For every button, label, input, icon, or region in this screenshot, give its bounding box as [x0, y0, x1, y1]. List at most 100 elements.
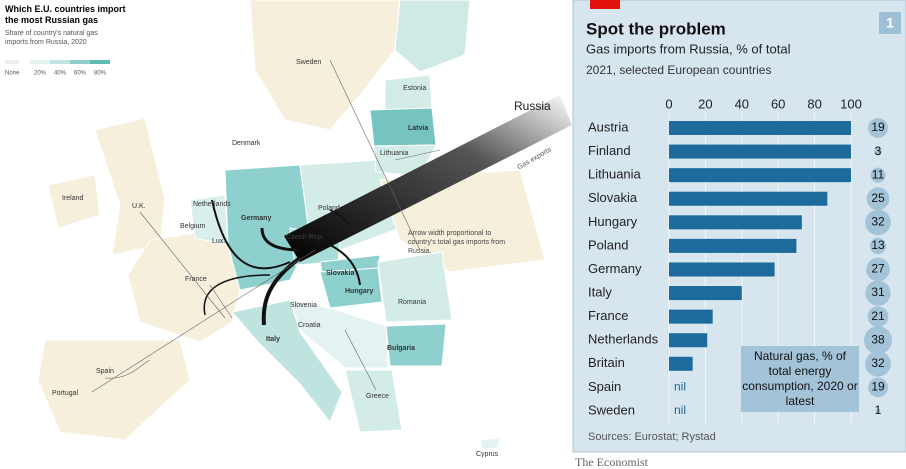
country-label: Italy — [266, 336, 280, 343]
leader-line — [209, 284, 233, 319]
country-label: Latvia — [408, 125, 428, 132]
bar — [669, 262, 775, 277]
country-label: Czech Rep. — [286, 234, 324, 241]
bubble — [867, 306, 889, 328]
bar — [669, 144, 851, 159]
chart-title: Spot the problem — [586, 19, 726, 38]
bubble — [866, 257, 890, 282]
hungary-region — [319, 267, 383, 309]
bubble — [868, 377, 888, 398]
bubble-label: 31 — [871, 285, 885, 299]
category-label: Italy — [588, 284, 612, 299]
x-tick-label: 0 — [665, 96, 672, 111]
country-label: Hungary — [345, 288, 374, 295]
country-label: Estonia — [403, 85, 426, 92]
legend-step — [90, 60, 110, 64]
gas-arrow — [284, 95, 572, 262]
bar — [669, 356, 693, 371]
bar — [669, 309, 713, 324]
uk-region — [94, 117, 166, 256]
bubble-note: Natural gas, % of total energy consumpti… — [741, 346, 859, 412]
legend-label: 60% — [74, 71, 87, 77]
bar — [669, 168, 851, 183]
chart-subtitle: Gas imports from Russia, % of total — [586, 41, 791, 56]
italy-region — [231, 299, 343, 423]
bubble — [869, 237, 887, 255]
legend-label: 40% — [54, 71, 67, 77]
leader-line — [104, 359, 151, 379]
country-label: Greece — [366, 393, 389, 400]
balkans-region — [289, 299, 389, 369]
category-label: Spain — [588, 379, 621, 394]
category-label: Germany — [588, 261, 642, 276]
category-label: Poland — [588, 237, 628, 252]
category-label: Austria — [588, 119, 629, 134]
x-tick-label: 100 — [840, 96, 862, 111]
leader-line — [344, 329, 377, 391]
bar — [669, 333, 708, 348]
chart-note: 2021, selected European countries — [586, 63, 771, 77]
country-label: Portugal — [52, 390, 79, 397]
leader-line — [329, 59, 421, 251]
bar — [669, 238, 797, 253]
country-label: Belgium — [180, 223, 205, 230]
country-label: Croatia — [298, 322, 321, 329]
bubble-label: 1 — [875, 403, 882, 417]
category-label: Netherlands — [588, 332, 659, 347]
legend-label: 20% — [34, 71, 47, 77]
bar — [669, 286, 742, 301]
iberia-region — [37, 339, 191, 441]
country-label: Denmark — [232, 140, 261, 147]
brand: The Economist — [575, 455, 649, 469]
cyprus-region — [479, 437, 501, 450]
country-label: Poland — [318, 205, 340, 212]
country-label: Netherlands — [193, 201, 231, 208]
x-tick-label: 60 — [771, 96, 785, 111]
country-label: Germany — [241, 215, 271, 222]
legend-step — [50, 60, 70, 64]
map-subtitle: Share of country's natural gas imports f… — [5, 30, 98, 46]
value-label: nil — [674, 380, 686, 394]
bubble-label: 11 — [872, 167, 885, 181]
country-label: Spain — [96, 368, 114, 375]
bubble — [874, 147, 882, 156]
bar — [669, 121, 851, 135]
leader-line — [139, 211, 226, 319]
category-label: Slovakia — [588, 190, 638, 205]
ireland-region — [47, 174, 101, 229]
bubble-label: 27 — [871, 262, 885, 276]
legend-label: 80% — [94, 71, 107, 77]
badge-box — [879, 12, 901, 34]
category-label: Sweden — [588, 402, 635, 417]
leader-lines — [91, 59, 441, 393]
country-label: Lux. — [212, 238, 225, 245]
bubble-label: 32 — [871, 356, 885, 370]
bar — [669, 191, 828, 206]
source: Sources: Eurostat; Rystad — [588, 431, 716, 443]
romania-region — [377, 251, 453, 323]
bubble — [865, 350, 891, 377]
legend-step — [30, 60, 50, 64]
map: None 20% 40% 60% 80% Sweden Estonia Latvia Lithu… — [5, 0, 572, 458]
bubble-label: 3 — [875, 144, 882, 158]
map-annotation: Arrow width proportional to country's to… — [408, 230, 506, 255]
map-title: Which E.U. countries import the most Rus… — [5, 4, 126, 25]
legend-scale — [5, 60, 110, 64]
bubble-label: 19 — [871, 120, 885, 134]
russia-label: Russia — [514, 99, 551, 113]
category-label: Hungary — [588, 214, 638, 229]
bubble-label: 25 — [871, 191, 885, 205]
branch-arrow — [329, 209, 351, 226]
country-label: France — [185, 276, 207, 283]
finland-region — [394, 0, 471, 73]
bubble — [875, 408, 881, 414]
bubble — [870, 167, 886, 183]
country-label: Slovakia — [326, 270, 355, 277]
country-label: Sweden — [296, 59, 321, 66]
bubble — [865, 280, 891, 306]
bubble — [866, 187, 890, 211]
country-label: U.K. — [132, 203, 146, 210]
bubble — [864, 326, 892, 355]
